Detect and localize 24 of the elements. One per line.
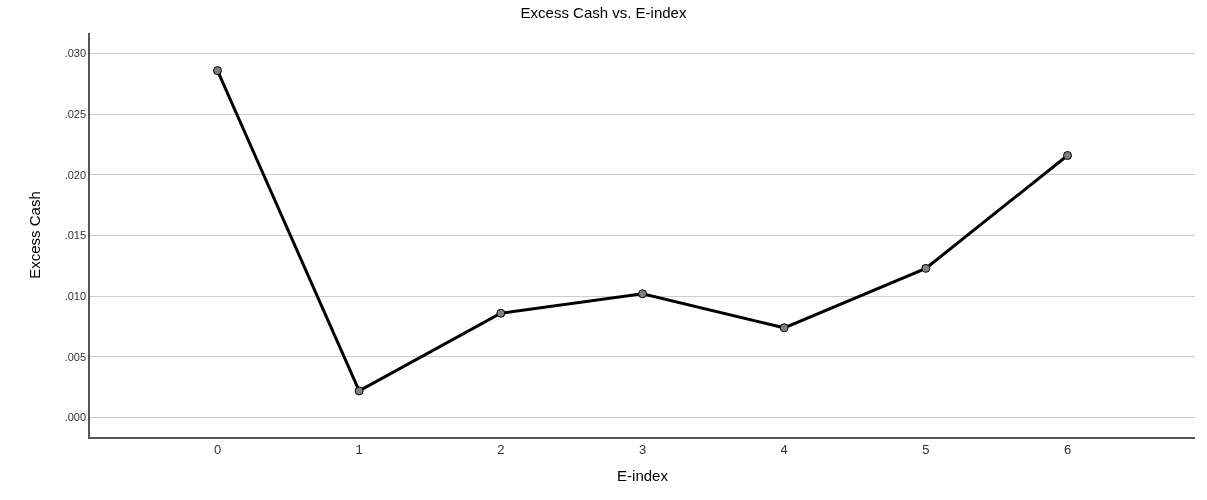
- x-tick-label: 5: [922, 442, 930, 458]
- chart-title: Excess Cash vs. E-index: [520, 4, 687, 21]
- x-tick-label: 6: [1063, 442, 1072, 458]
- point: [638, 289, 647, 299]
- point: [1063, 151, 1072, 161]
- y-tick-label: .010: [64, 290, 87, 303]
- x-tick-label: 1: [355, 442, 363, 458]
- point: [496, 308, 506, 318]
- x-tick-label: 4: [780, 442, 788, 458]
- point: [921, 263, 931, 273]
- y-tick-label: .000: [64, 411, 87, 424]
- x-axis-title: E-index: [617, 466, 669, 484]
- y-tick-label: .020: [64, 168, 87, 181]
- x-tick-label: 0: [213, 442, 222, 458]
- point: [213, 66, 222, 76]
- y-tick-label: .005: [64, 350, 87, 363]
- y-axis-title: Excess Cash: [26, 191, 44, 279]
- x-tick-label: 2: [497, 442, 505, 458]
- y-tick-label: .025: [64, 108, 87, 121]
- y-tick-label: .030: [64, 47, 87, 60]
- y-tick-label: .015: [64, 229, 87, 242]
- point: [779, 323, 789, 333]
- point: [354, 386, 364, 396]
- x-tick-label: 3: [638, 442, 647, 458]
